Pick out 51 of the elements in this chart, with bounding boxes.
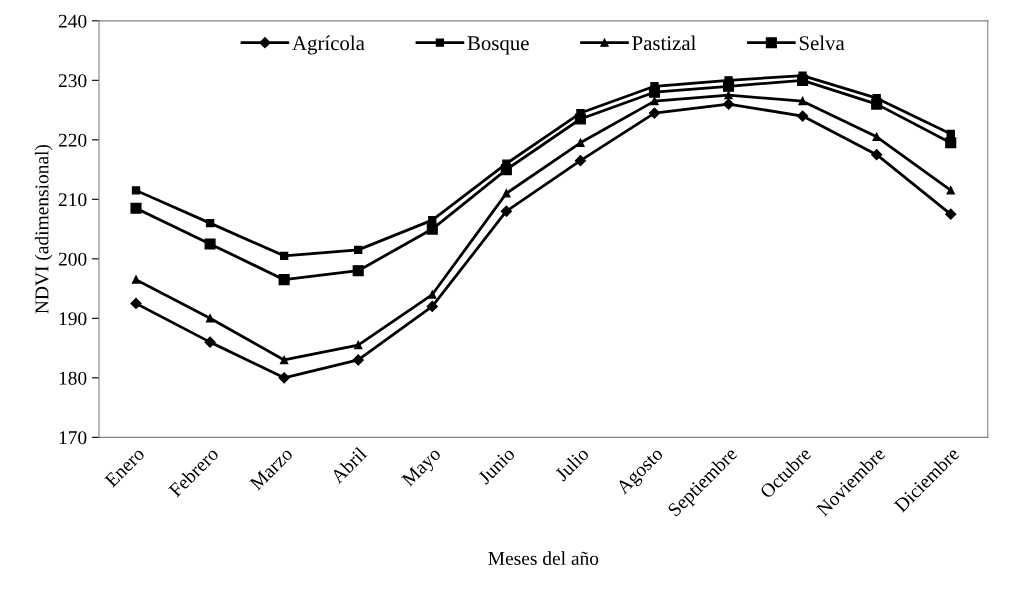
point [352,354,364,366]
point [872,132,881,142]
point [428,290,437,299]
point [131,275,141,284]
point [945,208,957,220]
point [426,223,438,235]
point [130,202,142,214]
point [131,186,141,195]
y-tick-label: 220 [58,133,87,147]
point [576,138,585,147]
point [724,91,733,100]
point [502,189,511,198]
point [797,110,809,122]
y-tick-label: 190 [59,312,87,326]
point [574,155,587,167]
point [354,340,363,350]
point [428,215,437,225]
point [204,336,216,348]
y-axis-title: NDVI (adimensional) [34,144,53,314]
point [871,149,883,161]
point [352,265,364,277]
point [798,96,807,106]
point [205,218,215,228]
y-tick-label: 230 [58,74,87,88]
point [279,251,289,261]
x-tick-label: Julio [553,446,590,482]
point [205,314,215,323]
point [946,129,955,139]
legend-label: Pastizal [632,35,696,51]
point [130,297,142,310]
point [945,137,957,149]
legend-label: Agrícola [292,35,365,55]
point [426,300,438,313]
legend-label: Selva [799,35,845,51]
point [279,355,289,365]
y-tick-label: 180 [59,371,87,385]
point [204,238,216,250]
y-tick-label: 200 [58,252,87,266]
legend-label: Bosque [467,36,529,55]
point [722,98,735,110]
y-tick-label: 170 [59,431,87,445]
x-axis-title: Meses del año [488,551,599,565]
point [946,186,955,195]
y-tick-label: 210 [58,193,87,207]
y-tick-label: 240 [58,14,87,28]
point [650,96,659,106]
point [278,274,290,286]
point [354,245,363,255]
point [500,205,512,217]
point [278,372,290,384]
point [648,107,661,119]
